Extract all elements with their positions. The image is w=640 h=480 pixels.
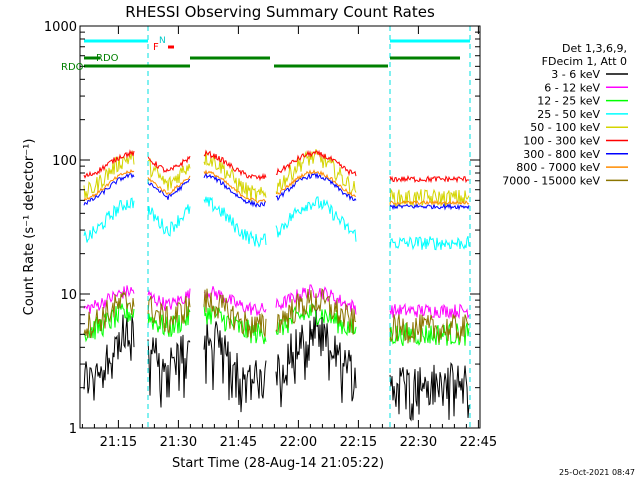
series-line-4 — [83, 149, 470, 209]
y-tick-label-1: 10 — [60, 288, 77, 303]
series-line-2 — [83, 302, 470, 347]
x-tick-layer: 21:15 21:30 21:45 22:00 22:15 22:30 22:45 — [81, 26, 497, 450]
series-line-7 — [83, 168, 470, 206]
y-tick-label-3: 1000 — [44, 20, 77, 35]
legend-label-4: 50 - 100 keV — [530, 121, 600, 134]
legend-header-line-1: Det 1,3,6,9, — [562, 42, 627, 55]
x-tick-label-6: 22:45 — [460, 435, 497, 450]
rdo-label-lower: RDO — [61, 62, 84, 73]
n-flag-label: N — [159, 36, 166, 46]
timestamp: 25-Oct-2021 08:47 — [559, 468, 635, 477]
x-tick-label-2: 21:45 — [220, 435, 257, 450]
x-tick-label-0: 21:15 — [100, 435, 137, 450]
legend-label-1: 6 - 12 keV — [544, 81, 600, 94]
y-tick-layer: 1 10 100 1000 — [44, 20, 480, 437]
legend-label-2: 12 - 25 keV — [537, 95, 600, 108]
x-axis-label: Start Time (28-Aug-14 21:05:22) — [172, 456, 384, 471]
legend-label-7: 800 - 7000 keV — [516, 161, 600, 174]
series-line-6 — [83, 171, 470, 211]
y-axis-label: Count Rate (s⁻¹ detector⁻¹) — [22, 139, 37, 316]
plot-layer — [79, 26, 471, 428]
series-line-1 — [83, 284, 470, 320]
x-tick-label-3: 22:00 — [280, 435, 317, 450]
y-tick-label-0: 1 — [69, 422, 77, 437]
series-line-5 — [83, 149, 470, 184]
legend-label-3: 25 - 50 keV — [537, 108, 600, 121]
x-tick-label-4: 22:15 — [340, 435, 377, 450]
series-line-3 — [83, 196, 470, 251]
series-line-8 — [83, 288, 470, 344]
f-flag-label: F — [153, 42, 159, 53]
series-line-0 — [83, 309, 470, 422]
y-tick-label-2: 100 — [52, 154, 77, 169]
legend-label-6: 300 - 800 keV — [523, 148, 600, 161]
x-tick-label-5: 22:30 — [400, 435, 437, 450]
x-tick-label-1: 21:30 — [160, 435, 197, 450]
chart-title: RHESSI Observing Summary Count Rates — [125, 3, 435, 21]
legend-label-0: 3 - 6 keV — [551, 68, 600, 81]
legend-label-5: 100 - 300 keV — [523, 135, 600, 148]
rdo-label-upper: RDO — [96, 53, 119, 64]
legend-label-8: 7000 - 15000 keV — [502, 174, 600, 187]
legend-header-line-2: FDecim 1, Att 0 — [542, 55, 627, 68]
plot-frame — [79, 25, 481, 429]
